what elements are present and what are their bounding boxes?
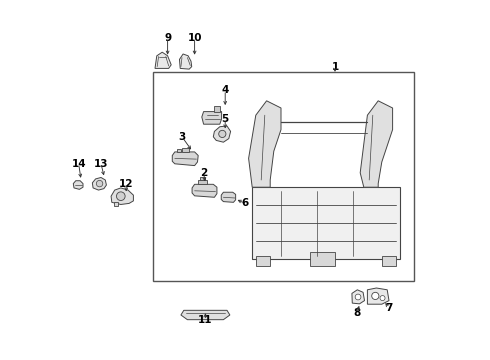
Polygon shape <box>172 152 198 166</box>
Polygon shape <box>382 256 396 266</box>
Text: 4: 4 <box>221 85 229 95</box>
Polygon shape <box>221 192 236 202</box>
Polygon shape <box>215 106 220 112</box>
Polygon shape <box>179 54 192 69</box>
Polygon shape <box>202 112 221 124</box>
Text: 13: 13 <box>94 159 108 169</box>
Text: 5: 5 <box>221 114 229 124</box>
Polygon shape <box>114 202 118 206</box>
Polygon shape <box>181 310 230 320</box>
Text: 10: 10 <box>187 33 202 43</box>
Polygon shape <box>192 184 217 197</box>
Text: 3: 3 <box>178 132 186 142</box>
Text: 9: 9 <box>164 33 171 43</box>
Text: 2: 2 <box>200 168 207 178</box>
Bar <box>153 72 414 281</box>
Polygon shape <box>176 149 181 152</box>
Polygon shape <box>213 126 231 142</box>
Polygon shape <box>74 181 83 189</box>
Text: 6: 6 <box>242 198 248 208</box>
Text: 8: 8 <box>353 308 360 318</box>
Circle shape <box>355 294 361 300</box>
Polygon shape <box>200 177 205 180</box>
Polygon shape <box>155 52 171 68</box>
Circle shape <box>219 130 226 138</box>
Text: 14: 14 <box>72 159 86 169</box>
Text: 1: 1 <box>331 62 339 72</box>
Circle shape <box>380 296 385 301</box>
Polygon shape <box>368 288 389 304</box>
Polygon shape <box>310 252 335 266</box>
Circle shape <box>372 292 379 300</box>
Polygon shape <box>182 148 189 152</box>
Text: 12: 12 <box>119 179 133 189</box>
Polygon shape <box>111 188 133 204</box>
Polygon shape <box>252 187 400 259</box>
Polygon shape <box>256 256 270 266</box>
Polygon shape <box>360 101 392 187</box>
Text: 11: 11 <box>198 315 213 325</box>
Polygon shape <box>198 180 207 184</box>
Polygon shape <box>92 177 106 190</box>
Polygon shape <box>352 290 365 304</box>
Polygon shape <box>248 101 281 187</box>
Circle shape <box>97 180 103 187</box>
Circle shape <box>117 192 125 201</box>
Text: 7: 7 <box>385 303 392 313</box>
